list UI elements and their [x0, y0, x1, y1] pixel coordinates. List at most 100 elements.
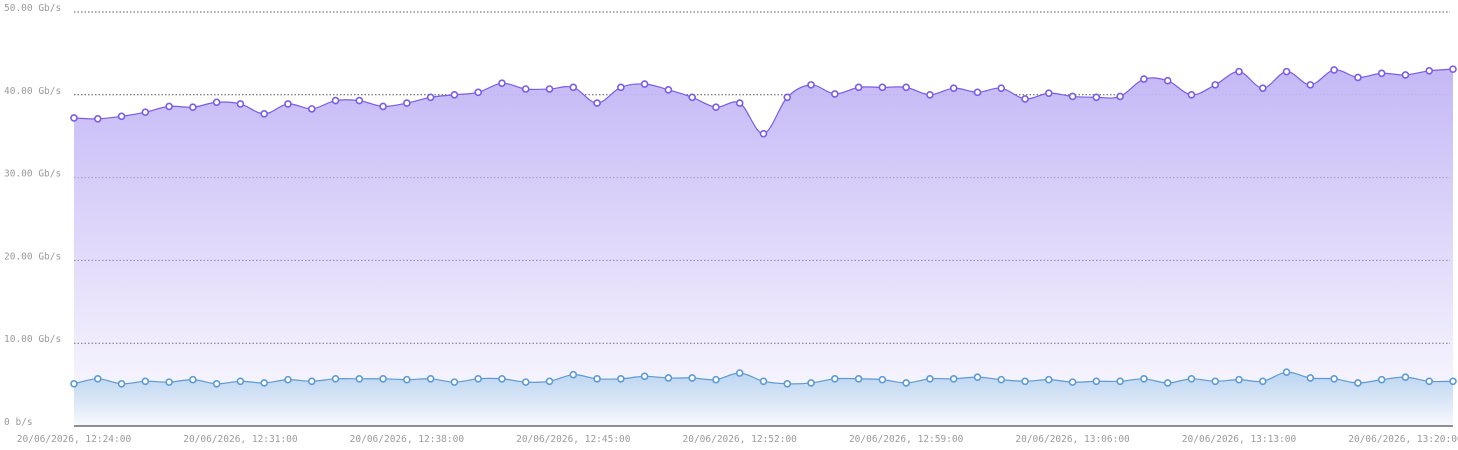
point: [1425, 66, 1434, 75]
point: [759, 377, 768, 386]
point: [260, 379, 269, 387]
point: [688, 374, 696, 382]
y-tick-label: 30.00 Gb/s: [4, 169, 61, 180]
point: [1211, 81, 1220, 89]
point: [1258, 377, 1267, 386]
point: [1211, 377, 1220, 386]
y-tick-label: 40.00 Gb/s: [4, 86, 61, 97]
point: [1354, 73, 1362, 82]
point: [617, 83, 625, 92]
point: [1282, 67, 1291, 76]
point: [212, 379, 221, 388]
point: [831, 90, 839, 98]
point: [926, 91, 934, 99]
x-tick-label: 20/06/2026, 12:31:00: [183, 434, 298, 445]
point: [664, 374, 673, 382]
point: [450, 91, 459, 99]
point: [926, 375, 934, 383]
point: [1282, 368, 1291, 376]
x-tick-label: 20/06/2026, 12:59:00: [849, 434, 964, 445]
point: [1068, 92, 1077, 101]
point: [1140, 375, 1148, 383]
point: [70, 379, 78, 388]
point: [93, 375, 102, 383]
point: [783, 379, 792, 388]
point: [878, 375, 887, 384]
point: [117, 112, 126, 121]
point: [307, 377, 316, 386]
point: [189, 375, 197, 384]
point: [355, 375, 364, 383]
point: [236, 377, 245, 386]
point: [1401, 373, 1410, 381]
point: [1235, 375, 1243, 384]
point: [1163, 76, 1172, 85]
point: [403, 375, 411, 384]
point: [189, 103, 197, 112]
point: [1425, 377, 1434, 386]
point: [355, 96, 364, 105]
point: [284, 375, 292, 384]
point: [854, 83, 863, 92]
point: [593, 99, 601, 107]
point: [1116, 92, 1124, 101]
point: [593, 375, 601, 383]
point: [640, 80, 649, 88]
point: [403, 99, 411, 107]
point: [1187, 91, 1196, 99]
point: [1449, 377, 1457, 386]
point: [307, 105, 316, 113]
point: [284, 100, 292, 108]
point: [1140, 75, 1148, 83]
point: [735, 369, 744, 377]
point: [1116, 377, 1124, 386]
point: [664, 86, 673, 94]
point: [450, 378, 459, 386]
point: [1021, 377, 1029, 386]
point: [973, 373, 982, 381]
point: [973, 88, 982, 97]
point: [117, 379, 126, 388]
point: [1330, 375, 1338, 383]
point: [902, 83, 910, 92]
x-tick-label: 20/06/2026, 13:20:00: [1348, 434, 1458, 445]
point: [902, 379, 910, 387]
point: [521, 378, 530, 386]
point: [1068, 378, 1077, 386]
point: [617, 375, 625, 383]
point: [712, 103, 720, 112]
point: [569, 83, 578, 92]
point: [474, 375, 482, 383]
area: [74, 372, 1453, 426]
point: [1235, 67, 1243, 76]
point: [807, 379, 815, 387]
point: [165, 102, 173, 111]
point: [831, 375, 839, 383]
point: [1330, 66, 1338, 74]
point: [1092, 93, 1101, 102]
point: [759, 129, 768, 138]
point: [997, 375, 1006, 384]
point: [1258, 84, 1267, 92]
point: [569, 370, 578, 379]
point: [997, 84, 1006, 92]
point: [165, 378, 173, 386]
point: [1449, 65, 1457, 73]
point: [331, 96, 340, 105]
point: [1377, 375, 1386, 384]
point: [1092, 377, 1101, 386]
y-tick-label: 10.00 Gb/s: [4, 334, 61, 345]
point: [70, 114, 78, 122]
point: [545, 377, 554, 386]
point: [498, 375, 506, 383]
x-tick-label: 20/06/2026, 13:13:00: [1182, 434, 1297, 445]
point: [93, 115, 102, 123]
point: [426, 375, 435, 383]
point: [1163, 379, 1172, 387]
y-tick-label: 0 b/s: [4, 417, 33, 428]
point: [1377, 69, 1386, 78]
point: [640, 372, 649, 381]
point: [260, 110, 269, 118]
point: [878, 83, 887, 92]
